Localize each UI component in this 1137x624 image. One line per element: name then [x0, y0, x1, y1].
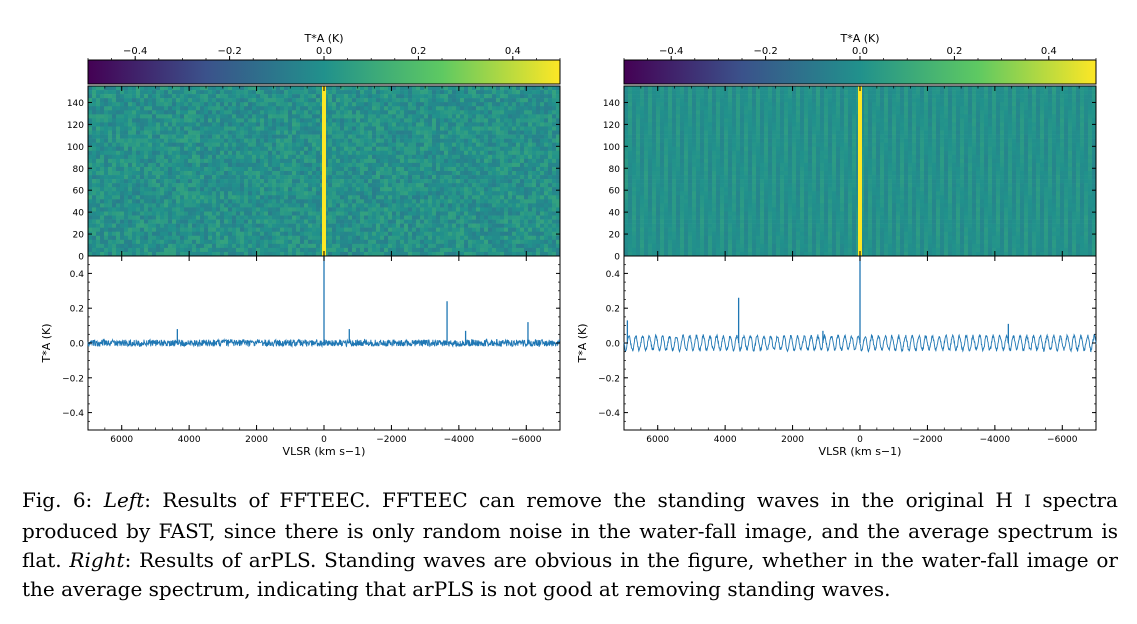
colorbar-label: T*A (K) — [839, 32, 879, 45]
caption-hi-i: I — [1024, 492, 1031, 512]
panel-svg: −0.4 −0.2 0.0 0.2 0.4 T*A (K) 0 20 40 60 80 100 120 1… — [40, 32, 561, 458]
waterfall-ytick-label: 140 — [67, 99, 84, 109]
spectrum-ytick-label: 0.2 — [606, 305, 620, 315]
spectrum-ytick-label: −0.2 — [62, 374, 84, 384]
colorbar-tick-label: −0.4 — [659, 46, 683, 57]
colorbar-tick-label: 0.4 — [1041, 46, 1057, 57]
waterfall-ytick-label: 120 — [603, 121, 620, 131]
xtick-label: −2000 — [912, 435, 943, 445]
xtick-label: 6000 — [110, 435, 133, 445]
figure-caption: Fig. 6: Left: Results of FFTEEC. FFTEEC … — [22, 486, 1118, 604]
caption-prefix: Fig. 6: — [22, 488, 104, 512]
colorbar-tick-label: 0.0 — [316, 46, 332, 57]
waterfall-hi-line — [858, 86, 862, 256]
xtick-label: 6000 — [646, 435, 669, 445]
caption-left-word: Left — [103, 488, 145, 512]
waterfall-ytick-label: 140 — [603, 99, 620, 109]
spectrum-ylabel: T*A (K) — [576, 323, 589, 363]
colorbar — [87, 59, 561, 85]
xtick-label: 0 — [857, 435, 863, 445]
spectrum-ytick-label: −0.4 — [598, 409, 620, 419]
waterfall-ytick-label: 0 — [614, 253, 620, 263]
xtick-label: −6000 — [1047, 435, 1078, 445]
waterfall-ytick-label: 20 — [73, 231, 85, 241]
spectrum-ytick-label: −0.4 — [62, 409, 84, 419]
figure: −0.4 −0.2 0.0 0.2 0.4 T*A (K) 0 20 40 60 80 100 120 1… — [0, 0, 1104, 470]
xtick-label: 4000 — [178, 435, 201, 445]
left-panel: −0.4 −0.2 0.0 0.2 0.4 T*A (K) 0 20 40 60 80 100 120 1… — [0, 0, 568, 470]
waterfall-ytick-label: 80 — [73, 165, 85, 175]
waterfall-ytick-label: 60 — [609, 187, 621, 197]
colorbar-tick-label: −0.4 — [123, 46, 147, 57]
spectrum-ytick-label: 0.2 — [70, 305, 84, 315]
spectrum-ylabel: T*A (K) — [40, 323, 53, 363]
xtick-label: −6000 — [511, 435, 542, 445]
xtick-label: 2000 — [781, 435, 804, 445]
xtick-label: 4000 — [714, 435, 737, 445]
colorbar-label: T*A (K) — [303, 32, 343, 45]
caption-right-word: Right — [69, 548, 125, 572]
waterfall-ytick-label: 80 — [609, 165, 621, 175]
xtick-label: −4000 — [980, 435, 1011, 445]
spectrum-xlabel: VLSR (km s−1) — [819, 445, 902, 458]
caption-hi-h: H — [995, 488, 1025, 512]
waterfall-ytick-label: 120 — [67, 121, 84, 131]
xtick-label: 0 — [321, 435, 327, 445]
right-panel: −0.4 −0.2 0.0 0.2 0.4 T*A (K) 0 20 40 60 80 100 120 1… — [536, 0, 1104, 470]
colorbar-tick-label: 0.4 — [505, 46, 521, 57]
colorbar — [623, 59, 1097, 85]
waterfall-ytick-label: 20 — [609, 231, 621, 241]
caption-left-text: : Results of FFTEEC. FFTEEC can remove t… — [144, 488, 996, 512]
xtick-label: −4000 — [444, 435, 475, 445]
spectrum-ytick-label: 0.0 — [70, 340, 85, 350]
spectrum-line — [623, 333, 1097, 353]
colorbar-tick-label: 0.2 — [946, 46, 962, 57]
xtick-label: −2000 — [376, 435, 407, 445]
waterfall-ytick-label: 0 — [78, 253, 84, 263]
caption-mid-text: spectra produced by FAST, since there is… — [22, 488, 1118, 572]
spectrum-ytick-label: 0.0 — [606, 340, 621, 350]
caption-right-text: : Results of arPLS. Standing waves are o… — [22, 548, 1118, 601]
spectrum-ytick-label: 0.4 — [70, 270, 85, 280]
waterfall-ytick-label: 40 — [609, 209, 621, 219]
waterfall-image — [88, 86, 561, 257]
waterfall-ytick-label: 100 — [67, 143, 84, 153]
xtick-label: 2000 — [245, 435, 268, 445]
waterfall-ytick-label: 100 — [603, 143, 620, 153]
colorbar-tick-label: 0.2 — [410, 46, 426, 57]
colorbar-tick-label: −0.2 — [217, 46, 241, 57]
spectrum-ytick-label: 0.4 — [606, 270, 621, 280]
colorbar-tick-label: 0.0 — [852, 46, 868, 57]
waterfall-hi-line — [322, 86, 326, 256]
colorbar-tick-label: −0.2 — [753, 46, 777, 57]
spectrum-ytick-label: −0.2 — [598, 374, 620, 384]
spectrum-line — [87, 337, 561, 349]
waterfall-ytick-label: 40 — [73, 209, 85, 219]
waterfall-ytick-label: 60 — [73, 187, 85, 197]
waterfall-image — [624, 86, 1097, 257]
spectrum-xlabel: VLSR (km s−1) — [283, 445, 366, 458]
panel-svg: −0.4 −0.2 0.0 0.2 0.4 T*A (K) 0 20 40 60 80 100 120 1… — [576, 32, 1097, 458]
